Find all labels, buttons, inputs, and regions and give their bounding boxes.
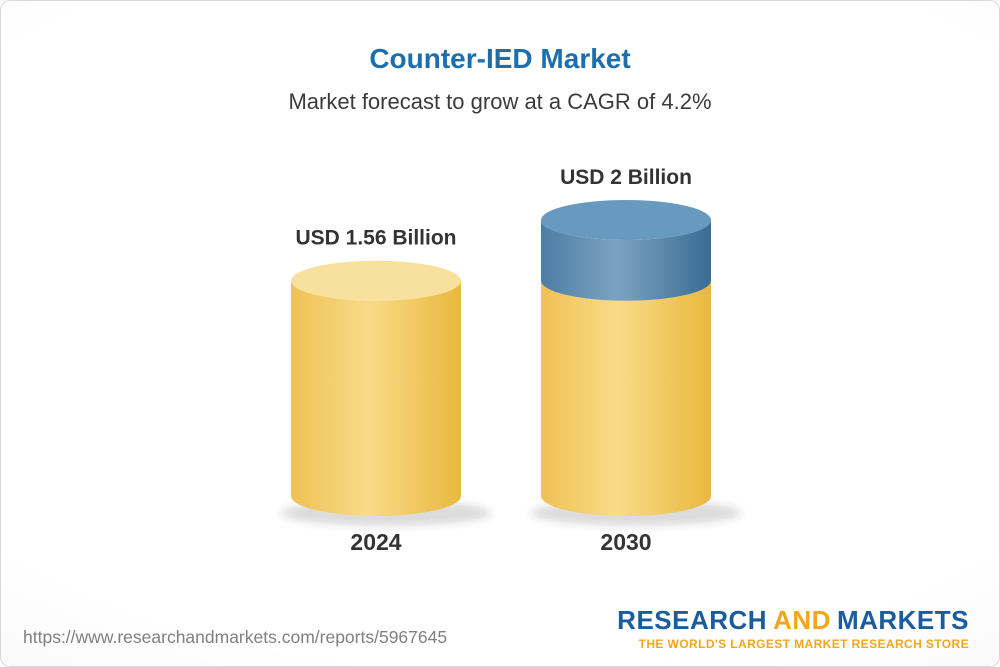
chart-subtitle: Market forecast to grow at a CAGR of 4.2… [288, 89, 712, 114]
value-label: USD 1.56 Billion [295, 227, 456, 250]
cylinder-segment-blue [541, 220, 711, 301]
logo-tagline: THE WORLD'S LARGEST MARKET RESEARCH STOR… [638, 637, 969, 652]
cylinder-segment-yellow [291, 280, 461, 516]
logo-wordmark: RESEARCH AND MARKETS [617, 605, 969, 636]
value-label: USD 2 Billion [560, 166, 692, 189]
source-url: https://www.researchandmarkets.com/repor… [23, 627, 448, 647]
chart-title: Counter-IED Market [369, 43, 631, 74]
cylinder-top [541, 200, 711, 240]
researchandmarkets-logo: RESEARCH AND MARKETS THE WORLD'S LARGEST M… [617, 605, 969, 652]
logo-text-markets: MARKETS [836, 605, 969, 636]
year-label: 2030 [600, 529, 651, 555]
cylinder-top [291, 260, 461, 301]
logo-text-research: RESEARCH [617, 605, 768, 636]
year-label: 2024 [350, 529, 401, 555]
cylinder-segment-yellow [541, 280, 711, 516]
logo-text-and: AND [773, 605, 831, 636]
